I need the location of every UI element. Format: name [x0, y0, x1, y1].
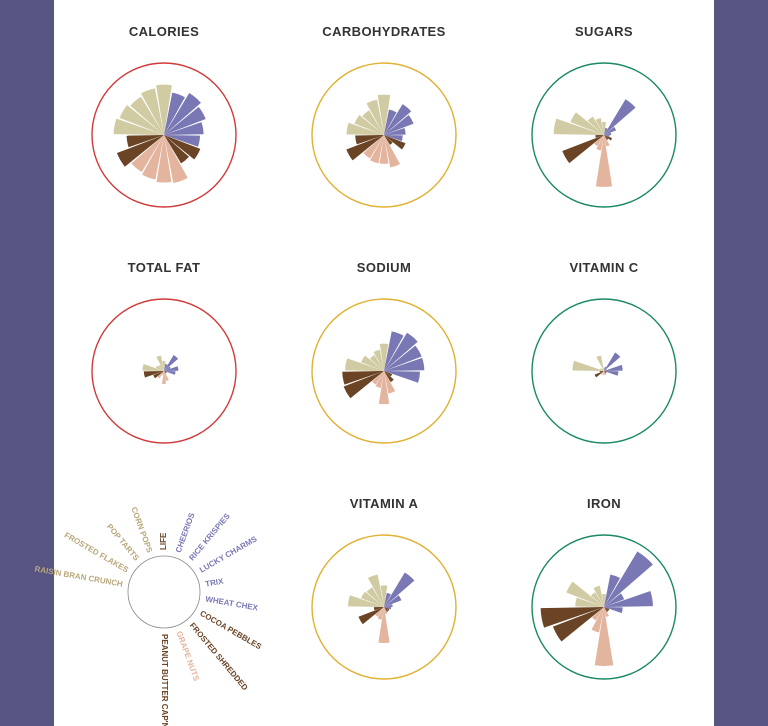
chart-title: SODIUM	[357, 260, 411, 275]
wedge	[595, 371, 604, 377]
rose-chart-svg: RAISIN BRAN CRUNCHFROSTED FLAKESPOP TART…	[74, 502, 254, 682]
panel: CALORIES CARBOHYDRATES SUGARS TOTAL FAT SODI…	[54, 0, 714, 726]
chart-holder: RAISIN BRAN CRUNCHFROSTED FLAKESPOP TART…	[74, 502, 254, 682]
legend-label: RAISIN BRAN CRUNCH	[34, 564, 124, 588]
chart-holder	[74, 281, 254, 461]
rose-chart-svg	[74, 45, 254, 225]
chart-holder	[294, 45, 474, 225]
wedge	[596, 355, 604, 371]
chart-grid: CALORIES CARBOHYDRATES SUGARS TOTAL FAT SODI…	[54, 24, 714, 726]
rose-chart-svg	[294, 45, 474, 225]
chart-cell: CARBOHYDRATES	[284, 24, 484, 225]
legend-circle	[128, 556, 200, 628]
wedge	[604, 371, 618, 376]
chart-holder	[514, 281, 694, 461]
rose-chart-svg	[514, 281, 694, 461]
chart-cell: RAISIN BRAN CRUNCHFROSTED FLAKESPOP TART…	[64, 496, 264, 682]
chart-cell: IRON	[504, 496, 704, 697]
chart-cell: VITAMIN A	[284, 496, 484, 697]
legend-label: LIFE	[159, 532, 168, 550]
chart-holder	[74, 45, 254, 225]
chart-title: VITAMIN A	[350, 496, 419, 511]
chart-cell: VITAMIN C	[504, 260, 704, 461]
chart-title: IRON	[587, 496, 621, 511]
rose-chart-svg	[74, 281, 254, 461]
chart-holder	[514, 517, 694, 697]
chart-cell: CALORIES	[64, 24, 264, 225]
chart-cell: SUGARS	[504, 24, 704, 225]
chart-title: SUGARS	[575, 24, 633, 39]
legend-label: CHEERIOS	[174, 511, 197, 554]
chart-title: VITAMIN C	[569, 260, 638, 275]
chart-title: CARBOHYDRATES	[322, 24, 445, 39]
chart-title: CALORIES	[129, 24, 199, 39]
rose-chart-svg	[514, 45, 694, 225]
chart-holder	[294, 517, 474, 697]
chart-cell: TOTAL FAT	[64, 260, 264, 461]
rose-chart-svg	[294, 281, 474, 461]
legend-label: WHEAT CHEX	[205, 594, 260, 612]
legend-label: PEANUT BUTTER CAP'N CRUNCH	[160, 634, 169, 726]
legend-label: TRIX	[205, 577, 225, 589]
chart-holder	[514, 45, 694, 225]
chart-holder	[294, 281, 474, 461]
chart-cell: SODIUM	[284, 260, 484, 461]
rose-chart-svg	[514, 517, 694, 697]
chart-title: TOTAL FAT	[128, 260, 201, 275]
wedge	[604, 99, 636, 135]
rose-chart-svg	[294, 517, 474, 697]
wedge	[384, 572, 414, 607]
